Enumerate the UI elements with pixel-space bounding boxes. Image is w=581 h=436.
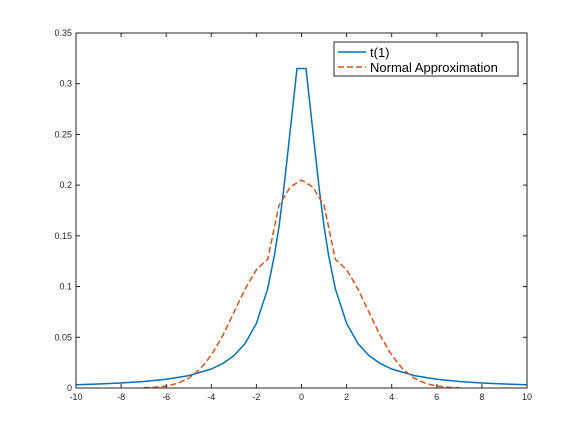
- x-tick-label: 10: [522, 392, 532, 402]
- legend-label-t1: t(1): [370, 45, 390, 60]
- x-tick-label: -8: [117, 392, 125, 402]
- y-tick-label: 0.3: [59, 79, 72, 89]
- legend-label-normal-approximation: Normal Approximation: [370, 60, 498, 75]
- x-tick-label: 6: [434, 392, 439, 402]
- y-tick-label: 0.25: [54, 129, 72, 139]
- x-tick-label: 0: [299, 392, 304, 402]
- y-tick-label: 0.35: [54, 28, 72, 38]
- y-tick-label: 0.15: [54, 231, 72, 241]
- y-tick-label: 0: [67, 383, 72, 393]
- normal-approximation-series-line: [143, 179, 460, 389]
- x-tick-label: 2: [344, 392, 349, 402]
- t1-series-line: [75, 67, 528, 386]
- plot-background: [76, 33, 527, 388]
- y-axis-ticks: 0 0.05 0.1 0.15 0.2 0.25 0.3 0.35: [54, 28, 527, 393]
- x-tick-label: -4: [207, 392, 215, 402]
- y-tick-label: 0.05: [54, 332, 72, 342]
- x-tick-label: -2: [252, 392, 260, 402]
- x-tick-label: -6: [162, 392, 170, 402]
- legend: t(1) Normal Approximation: [333, 41, 519, 77]
- x-axis-ticks: -10 -8 -6 -4 -2 0 2 4 6 8 10: [69, 33, 532, 402]
- legend-box: [333, 41, 519, 77]
- x-tick-label: 4: [389, 392, 394, 402]
- x-tick-label: 8: [479, 392, 484, 402]
- y-tick-label: 0.1: [59, 282, 72, 292]
- y-tick-label: 0.2: [59, 180, 72, 190]
- series-layer: [75, 67, 528, 389]
- x-tick-label: -10: [69, 392, 82, 402]
